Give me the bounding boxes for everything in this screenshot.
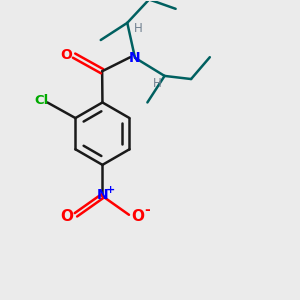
Text: Cl: Cl [34,94,49,107]
Text: O: O [131,209,144,224]
Text: O: O [61,209,74,224]
Text: H: H [134,22,143,35]
Text: N: N [129,51,141,65]
Text: O: O [60,48,72,62]
Text: H: H [153,77,161,90]
Text: -: - [145,203,150,217]
Text: N: N [97,188,108,202]
Text: +: + [106,184,116,194]
